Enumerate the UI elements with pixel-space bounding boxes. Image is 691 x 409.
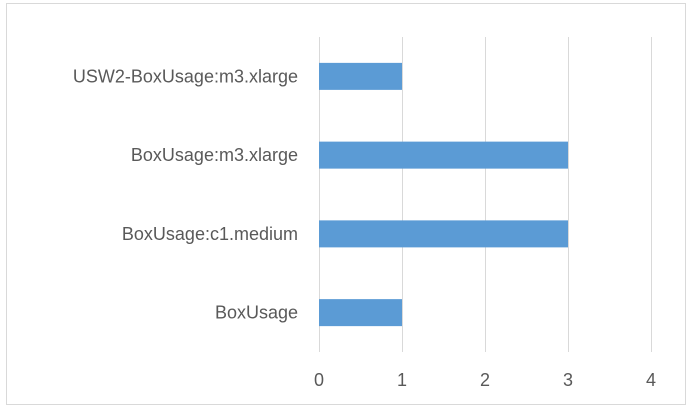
bar bbox=[319, 220, 568, 248]
x-tick-labels: 0 1 2 3 4 bbox=[314, 370, 656, 390]
category-label: BoxUsage:c1.medium bbox=[122, 224, 298, 244]
x-tick-label: 3 bbox=[563, 370, 573, 390]
bar bbox=[319, 62, 402, 90]
bar bbox=[319, 299, 402, 327]
x-tick-label: 1 bbox=[397, 370, 407, 390]
x-tick-label: 0 bbox=[314, 370, 324, 390]
bar bbox=[319, 141, 568, 169]
x-tick-label: 4 bbox=[646, 370, 656, 390]
bars bbox=[319, 62, 568, 327]
category-labels: USW2-BoxUsage:m3.xlarge BoxUsage:m3.xlarg… bbox=[73, 66, 298, 322]
category-label: BoxUsage bbox=[215, 303, 298, 323]
category-label: BoxUsage:m3.xlarge bbox=[131, 145, 298, 165]
x-tick-label: 2 bbox=[480, 370, 490, 390]
category-label: USW2-BoxUsage:m3.xlarge bbox=[73, 66, 298, 86]
